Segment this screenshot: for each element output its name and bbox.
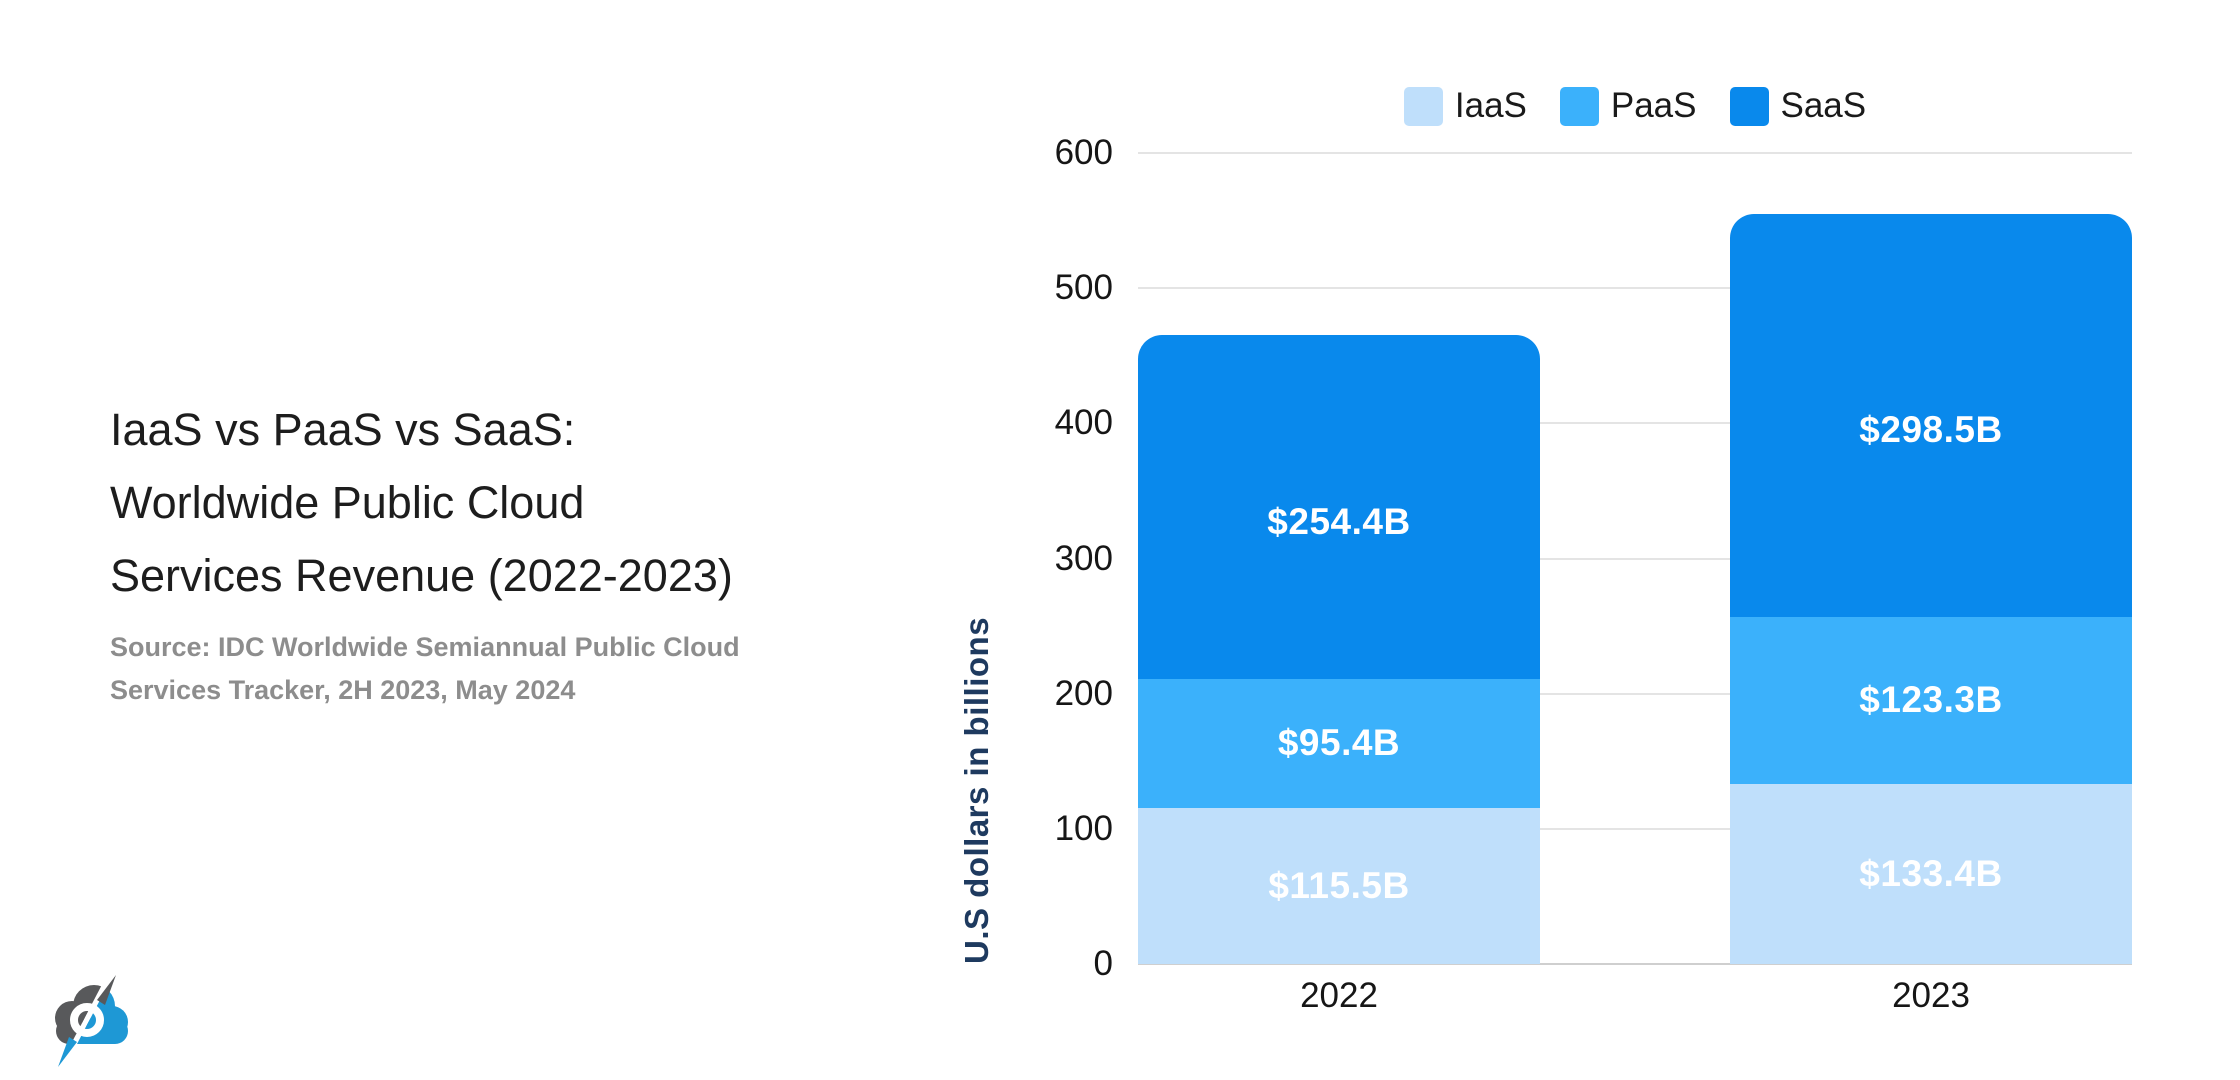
y-tick-label-300: 300 (1054, 538, 1113, 578)
gridline-300 (1138, 557, 2132, 560)
value-label-paas-2023: $123.3B (1859, 679, 2003, 721)
bar-2022: $115.5B $95.4B $254.4B (1138, 335, 1540, 964)
gridline-400 (1138, 422, 2132, 425)
legend-label-iaas: IaaS (1454, 86, 1527, 125)
gridline-600 (1138, 152, 2132, 154)
value-label-iaas-2023: $133.4B (1859, 852, 2003, 894)
value-label-saas-2022: $254.4B (1267, 501, 1411, 542)
title-line-2: Worldwide Public Cloud (110, 477, 585, 528)
gridline-500 (1138, 287, 2132, 290)
legend-swatch-saas-icon (1729, 86, 1769, 126)
source-note: Source: IDC Worldwide Semiannual Public … (110, 626, 750, 712)
plot-area: $115.5B $95.4B $254.4B $133.4B $123.3B $298.5… (1138, 152, 2132, 965)
title-line-3: Services Revenue (2022-2023) (110, 550, 733, 601)
gridline-200 (1138, 692, 2132, 695)
y-tick-label-100: 100 (1054, 808, 1113, 848)
page-title: IaaS vs PaaS vs SaaS: Worldwide Public C… (110, 393, 750, 612)
legend-label-paas: PaaS (1610, 86, 1697, 125)
gridline-0 (1138, 963, 2132, 965)
legend-label-saas: SaaS (1780, 86, 1867, 125)
y-tick-label-400: 400 (1054, 403, 1113, 443)
y-tick-label-600: 600 (1054, 133, 1113, 172)
legend-item-iaas: IaaS (1403, 86, 1527, 126)
x-tick-label-2023: 2023 (1892, 976, 1970, 1015)
legend-item-saas: SaaS (1729, 86, 1867, 126)
legend-swatch-paas-icon (1559, 86, 1599, 126)
chart-legend: IaaS PaaS SaaS (1138, 86, 2132, 126)
x-tick-label-2022: 2022 (1300, 976, 1378, 1015)
value-label-saas-2023: $298.5B (1859, 409, 2003, 451)
legend-item-paas: PaaS (1559, 86, 1697, 126)
source-line-1: Source: IDC Worldwide Semiannual Public … (110, 632, 740, 662)
source-line-2: Services Tracker, 2H 2023, May 2024 (110, 675, 576, 705)
bar-segment-saas-2022: $254.4B (1138, 335, 1540, 679)
bar-segment-iaas-2022: $115.5B (1138, 807, 1540, 964)
title-line-1: IaaS vs PaaS vs SaaS: (110, 404, 576, 455)
legend-swatch-iaas-icon (1403, 86, 1443, 126)
bar-segment-paas-2023: $123.3B (1730, 617, 2132, 784)
bar-segment-saas-2023: $298.5B (1730, 213, 2132, 618)
y-tick-label-0: 0 (1093, 944, 1113, 983)
bar-2023: $133.4B $123.3B $298.5B (1730, 213, 2132, 964)
value-label-paas-2022: $95.4B (1277, 722, 1401, 764)
y-tick-label-200: 200 (1054, 673, 1113, 713)
bar-segment-paas-2022: $95.4B (1138, 678, 1540, 808)
value-label-iaas-2022: $115.5B (1268, 864, 1410, 906)
y-tick-label-500: 500 (1054, 268, 1113, 308)
cloudwards-logo-icon (42, 975, 142, 1067)
bar-segment-iaas-2023: $133.4B (1730, 783, 2132, 964)
gridline-100 (1138, 827, 2132, 830)
